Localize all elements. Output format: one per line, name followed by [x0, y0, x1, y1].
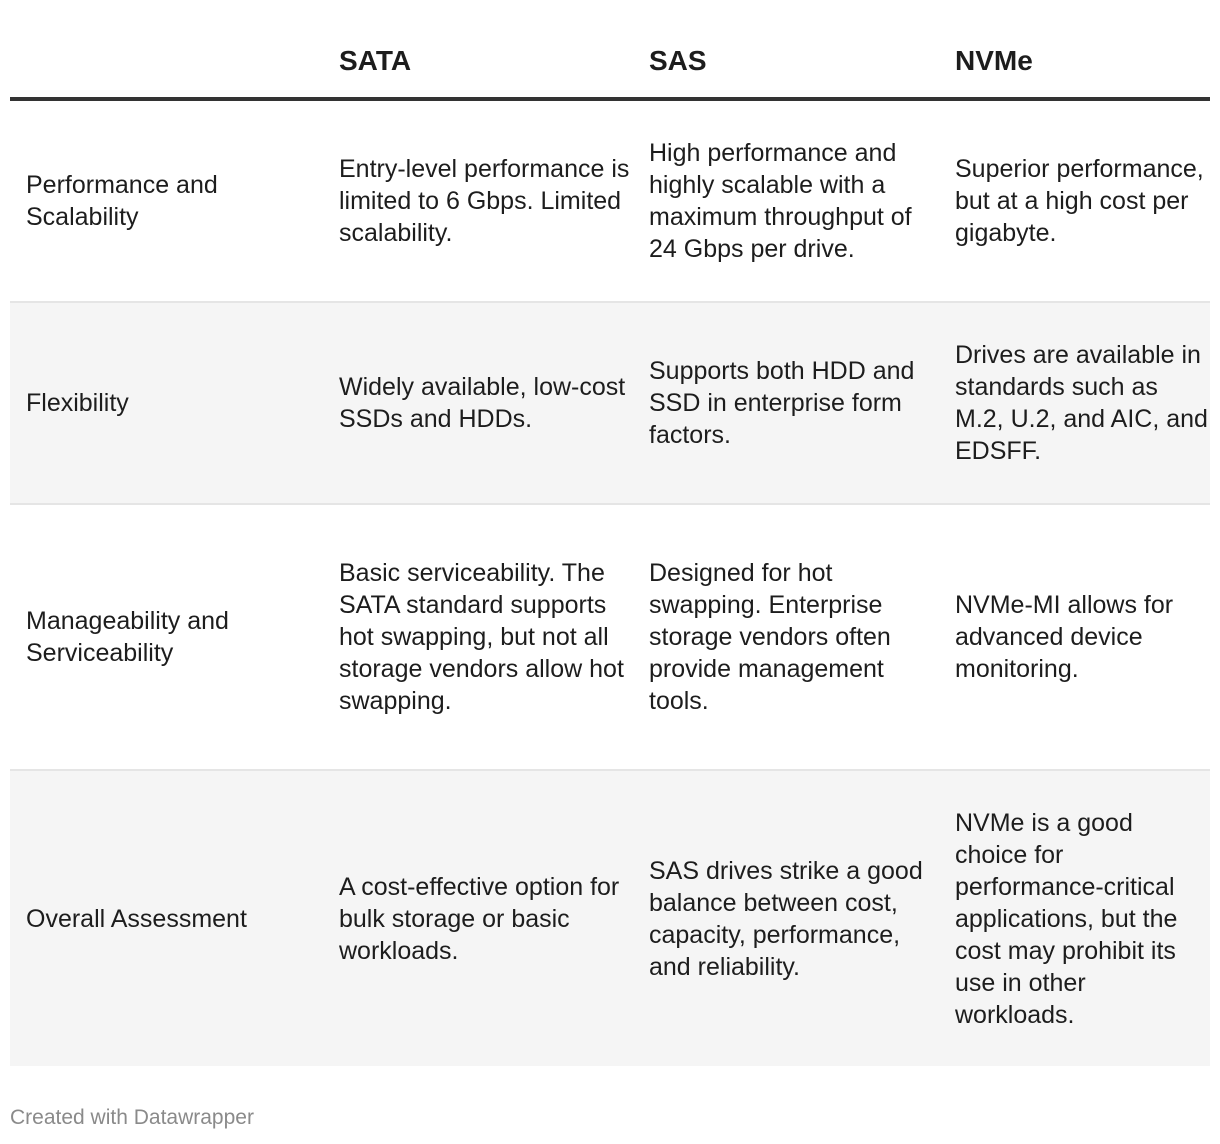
cell-sata: Basic serviceability. The SATA standard …	[323, 504, 633, 771]
cell-sata: Widely available, low-cost SSDs and HDDs…	[323, 302, 633, 505]
row-label-flexibility: Flexibility	[10, 302, 323, 505]
header-sata: SATA	[323, 0, 633, 101]
cell-nvme: NVMe is a good choice for performance-cr…	[955, 808, 1178, 1029]
row-label-performance: Performance and Scalability	[10, 99, 323, 303]
datawrapper-credit: Created with Datawrapper	[10, 1106, 254, 1129]
comparison-table: SATA SAS NVMe Performance and Scalabilit…	[10, 0, 1210, 1066]
table-row: Manageability and Serviceability Basic s…	[10, 504, 1210, 771]
cell-nvme: NVMe-MI allows for advanced device monit…	[939, 504, 1210, 771]
row-label-manageability: Manageability and Serviceability	[10, 504, 323, 771]
cell-sas: Designed for hot swapping. Enterprise st…	[633, 504, 939, 771]
table-row: Performance and Scalability Entry-level …	[10, 99, 1210, 303]
cell-nvme: Superior performance, but at a high cost…	[939, 99, 1210, 303]
cell-sas: SAS drives strike a good balance between…	[649, 856, 923, 981]
cell-sata: Entry-level performance is limited to 6 …	[323, 99, 633, 303]
cell-sas: Supports both HDD and SSD in enterprise …	[633, 302, 939, 505]
row-label-overall: Overall Assessment	[26, 904, 247, 933]
header-sas: SAS	[633, 0, 939, 101]
comparison-table-container: SATA SAS NVMe Performance and Scalabilit…	[10, 0, 1210, 1066]
cell-sas: High performance and highly scalable wit…	[633, 99, 939, 303]
cell-nvme: Drives are available in standards such a…	[939, 302, 1210, 505]
cell-sata: A cost-effective option for bulk storage…	[339, 872, 620, 965]
table-row: Flexibility Widely available, low-cost S…	[10, 302, 1210, 505]
table-header-row: SATA SAS NVMe	[10, 0, 1210, 101]
table-row: Overall Assessment A cost-effective opti…	[10, 770, 1210, 1066]
header-nvme: NVMe	[939, 0, 1210, 101]
header-empty	[10, 0, 323, 101]
